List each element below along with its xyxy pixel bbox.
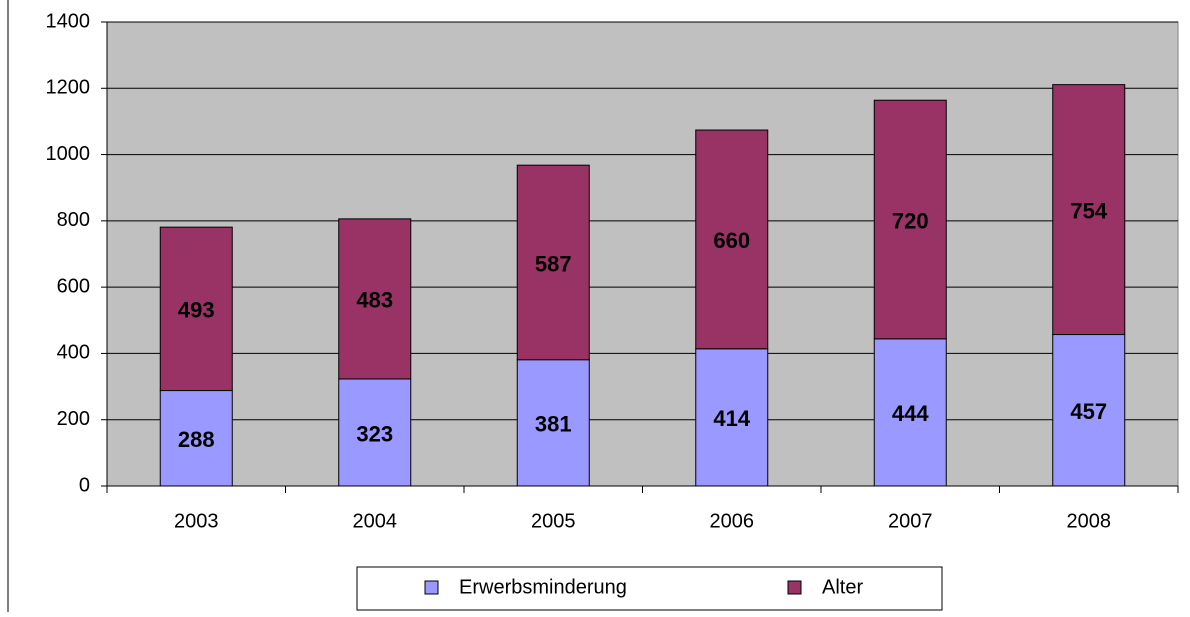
legend-box [356,566,943,611]
data-label: 457 [1070,399,1107,424]
data-label: 323 [356,421,393,446]
bar-segment [159,226,233,392]
bar-segment [695,129,769,350]
y-tick-label: 0 [79,474,90,496]
data-label: 444 [892,401,929,426]
bar-segment [159,390,233,487]
legend-marker [424,580,439,595]
x-tick-label: 2006 [710,510,755,532]
data-label: 493 [178,298,215,323]
data-label: 754 [1070,198,1107,223]
bar-segment [338,218,412,380]
legend-label: Alter [822,576,863,598]
bar-segment [695,348,769,487]
y-tick-label: 200 [57,408,90,430]
x-tick-label: 2005 [531,510,576,532]
x-tick-label: 2007 [888,510,933,532]
y-tick-label: 400 [57,342,90,364]
x-tick-label: 2003 [174,510,219,532]
y-tick-label: 800 [57,209,90,231]
x-tick-label: 2004 [353,510,398,532]
y-tick-label: 1400 [46,10,91,32]
data-label: 660 [713,228,750,253]
plot-area [106,21,1179,487]
data-label: 288 [178,427,215,452]
bar-segment [1052,84,1126,336]
data-label: 381 [535,412,572,437]
bar-segment [516,359,590,487]
data-label: 414 [713,406,750,431]
y-tick-label: 600 [57,275,90,297]
bar-segment [873,338,947,487]
y-tick-label: 1000 [46,143,91,165]
bar-segment [516,164,590,361]
data-label: 587 [535,251,572,276]
y-tick-label: 1200 [46,77,91,99]
legend-label: Erwerbsminderung [459,576,627,598]
bar-segment [338,378,412,487]
legend-marker [787,580,802,595]
data-label: 483 [356,288,393,313]
data-label: 720 [892,208,929,233]
bar-segment [873,99,947,340]
bar-segment [1052,334,1126,487]
x-tick-label: 2008 [1067,510,1112,532]
